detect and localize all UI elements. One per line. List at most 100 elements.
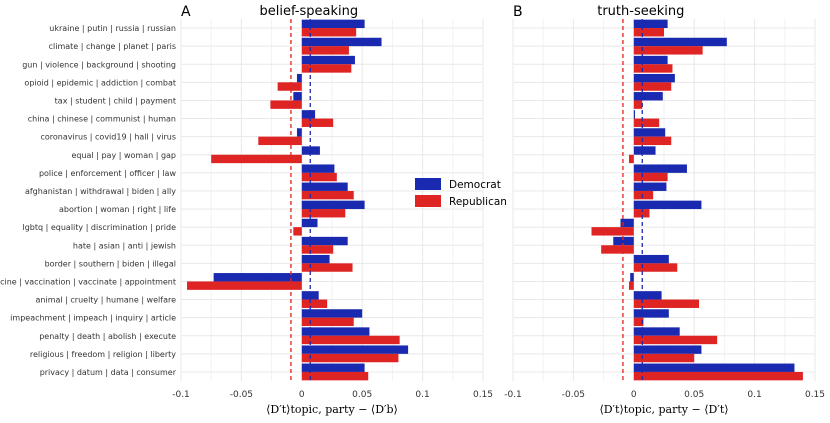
bar-republican bbox=[633, 371, 803, 381]
bar-republican bbox=[633, 118, 660, 127]
bar-democrat bbox=[633, 309, 669, 318]
bar-republican bbox=[301, 317, 354, 327]
topic-label: opioid | epidemic | addiction | combat bbox=[24, 78, 176, 87]
bar-republican bbox=[301, 64, 352, 73]
panel-b: -0.1 -0.05 0 0.05 0.1 0.15 B truth-seeking bbox=[504, 4, 825, 400]
bar-democrat bbox=[633, 345, 702, 354]
bar-republican bbox=[301, 335, 400, 345]
x-axis-label-b: ⟨D′t⟩topic, party − ⟨D′t⟩ bbox=[599, 403, 728, 416]
topic-label: animal | cruelty | humane | welfare bbox=[36, 296, 177, 305]
bar-republican bbox=[633, 136, 672, 146]
x-tick-label: 0.05 bbox=[352, 390, 372, 400]
bar-democrat bbox=[296, 73, 302, 83]
topic-label: vaccine | vaccination | vaccinate | appo… bbox=[0, 277, 176, 286]
bar-republican bbox=[270, 100, 302, 109]
topic-label: hate | asian | anti | jewish bbox=[73, 241, 176, 250]
bar-democrat bbox=[213, 273, 302, 282]
bar-democrat bbox=[301, 200, 365, 210]
bar-republican bbox=[301, 353, 399, 363]
bar-democrat bbox=[633, 254, 669, 264]
topic-label: equal | pay | woman | gap bbox=[71, 151, 176, 160]
bar-republican bbox=[301, 263, 353, 272]
topic-label: climate | change | planet | paris bbox=[49, 42, 176, 51]
topic-label: china | chinese | communist | human bbox=[28, 115, 176, 124]
bar-democrat bbox=[293, 92, 302, 101]
bar-republican bbox=[633, 190, 654, 200]
bar-democrat bbox=[633, 37, 727, 47]
bar-republican bbox=[301, 118, 334, 127]
x-tick-label: 0.15 bbox=[473, 390, 493, 400]
topic-label: religious | freedom | religion | liberty bbox=[30, 350, 176, 359]
bar-republican bbox=[633, 28, 664, 37]
bar-republican bbox=[633, 64, 673, 73]
bar-democrat bbox=[633, 164, 687, 173]
bar-republican bbox=[211, 154, 302, 164]
legend-label-republican: Republican bbox=[449, 196, 507, 208]
bar-republican bbox=[591, 227, 634, 236]
topic-label: penalty | death | abolish | execute bbox=[39, 332, 176, 341]
bar-democrat bbox=[301, 146, 320, 155]
bar-republican bbox=[293, 227, 302, 236]
x-tick-label: 0.05 bbox=[684, 390, 704, 400]
bar-democrat bbox=[296, 128, 302, 137]
x-tick-label: -0.1 bbox=[172, 390, 190, 400]
bar-democrat bbox=[633, 291, 662, 300]
x-tick-label: 0.15 bbox=[805, 390, 825, 400]
bar-republican bbox=[633, 263, 678, 272]
x-tick-label: -0.05 bbox=[230, 390, 253, 400]
topic-label: coronavirus | covid19 | hall | virus bbox=[40, 133, 176, 142]
bar-democrat bbox=[633, 327, 680, 336]
bar-democrat bbox=[633, 200, 702, 210]
bar-democrat bbox=[301, 236, 348, 246]
bar-democrat bbox=[613, 236, 634, 246]
topic-label: privacy | datum | data | consumer bbox=[40, 368, 177, 377]
bar-democrat bbox=[630, 273, 634, 282]
panel-title: truth-seeking bbox=[597, 4, 684, 19]
bar-democrat bbox=[620, 218, 634, 228]
bar-republican bbox=[633, 100, 643, 109]
bar-republican bbox=[258, 136, 302, 146]
panel-letter: B bbox=[513, 4, 523, 20]
legend-swatch-republican bbox=[415, 195, 441, 207]
bar-democrat bbox=[301, 254, 330, 264]
bar-democrat bbox=[301, 37, 382, 47]
x-axis-label-a: ⟨D′t⟩topic, party − ⟨D′b⟩ bbox=[266, 403, 398, 416]
bar-democrat bbox=[633, 182, 667, 191]
bar-democrat bbox=[301, 110, 316, 119]
x-tick-label: -0.05 bbox=[562, 390, 585, 400]
bar-republican bbox=[633, 172, 668, 182]
topic-label: abortion | woman | right | life bbox=[59, 205, 176, 214]
x-tick-label: 0.1 bbox=[415, 390, 429, 400]
bar-republican bbox=[633, 335, 718, 345]
bar-democrat bbox=[633, 92, 663, 101]
bar-republican bbox=[633, 82, 672, 91]
bar-democrat bbox=[633, 128, 666, 137]
bar-democrat bbox=[301, 55, 355, 65]
bar-democrat bbox=[633, 110, 636, 119]
bar-republican bbox=[301, 371, 369, 381]
topic-label: afghanistan | withdrawal | biden | ally bbox=[25, 187, 176, 196]
topic-label: impeachment | impeach | inquiry | articl… bbox=[10, 314, 176, 323]
bar-republican bbox=[301, 245, 334, 254]
bar-democrat bbox=[301, 363, 365, 372]
x-tick-label: -0.1 bbox=[504, 390, 522, 400]
bar-democrat bbox=[301, 327, 370, 336]
bar-democrat bbox=[301, 182, 348, 191]
bar-democrat bbox=[301, 164, 335, 173]
bar-republican bbox=[301, 299, 328, 308]
bar-republican bbox=[301, 46, 349, 55]
bar-democrat bbox=[633, 363, 795, 372]
topic-label: lgbtq | equality | discrimination | prid… bbox=[22, 223, 176, 232]
topic-label: gun | violence | background | shooting bbox=[22, 60, 176, 69]
bar-republican bbox=[187, 281, 302, 290]
topic-label: border | southern | biden | illegal bbox=[45, 259, 176, 268]
bar-democrat bbox=[633, 73, 675, 83]
bar-republican bbox=[633, 209, 650, 218]
x-tick-label: 0 bbox=[299, 390, 305, 400]
bar-republican bbox=[633, 46, 703, 55]
bar-republican bbox=[633, 299, 700, 308]
topic-label: tax | student | child | payment bbox=[55, 96, 176, 105]
bar-democrat bbox=[633, 19, 668, 29]
bar-republican bbox=[628, 154, 634, 164]
